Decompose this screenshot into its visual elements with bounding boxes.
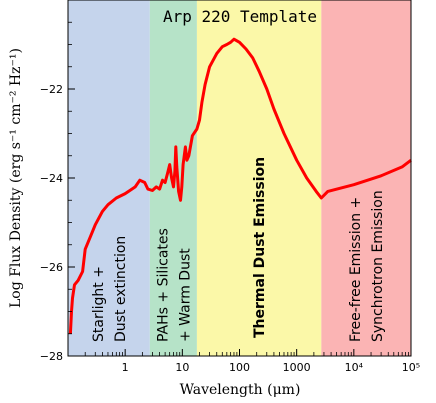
x-tick-label-2: 100 — [229, 361, 250, 374]
x-tick-label-0: 1 — [122, 361, 129, 374]
region-label-3-0: Free-free Emission + — [348, 197, 364, 342]
sed-curve-0 — [68, 37, 412, 334]
region-band-3 — [321, 0, 411, 356]
y-tick-label-0: −28 — [40, 350, 63, 363]
chart-title: Arp 220 Template — [163, 7, 317, 26]
region-band-0 — [68, 0, 150, 356]
region-band-2 — [196, 0, 322, 356]
y-tick-label-1: −26 — [40, 261, 63, 274]
region-labels: Starlight + Dust extinction PAHs + Silicat… — [91, 157, 386, 342]
x-tick-label-1: 10 — [175, 361, 189, 374]
region-label-1-1: + Warm Dust — [177, 248, 193, 342]
region-label-2-0: Thermal Dust Emission — [252, 157, 268, 338]
sed-curve-layer — [68, 37, 412, 334]
axis-ticks: 1 10 100 1000 10⁴ 10⁵ −28 −26 −24 −22 — [40, 0, 420, 374]
region-label-1-0: PAHs + Silicates — [155, 228, 171, 342]
region-label-0-0: Starlight + — [91, 266, 107, 342]
region-label-0-1: Dust extinction — [113, 236, 129, 342]
y-tick-label-3: −22 — [40, 83, 63, 96]
x-tick-label-5: 10⁵ — [402, 361, 420, 374]
y-axis-title: Log Flux Density (erg s⁻¹ cm⁻² Hz⁻¹) — [8, 48, 24, 308]
x-tick-label-3: 1000 — [283, 361, 311, 374]
y-tick-label-2: −24 — [40, 172, 63, 185]
region-label-3-1: Synchrotron Emission — [370, 190, 386, 342]
x-axis-title: Wavelength (μm) — [180, 382, 301, 398]
x-tick-label-4: 10⁴ — [345, 361, 364, 374]
